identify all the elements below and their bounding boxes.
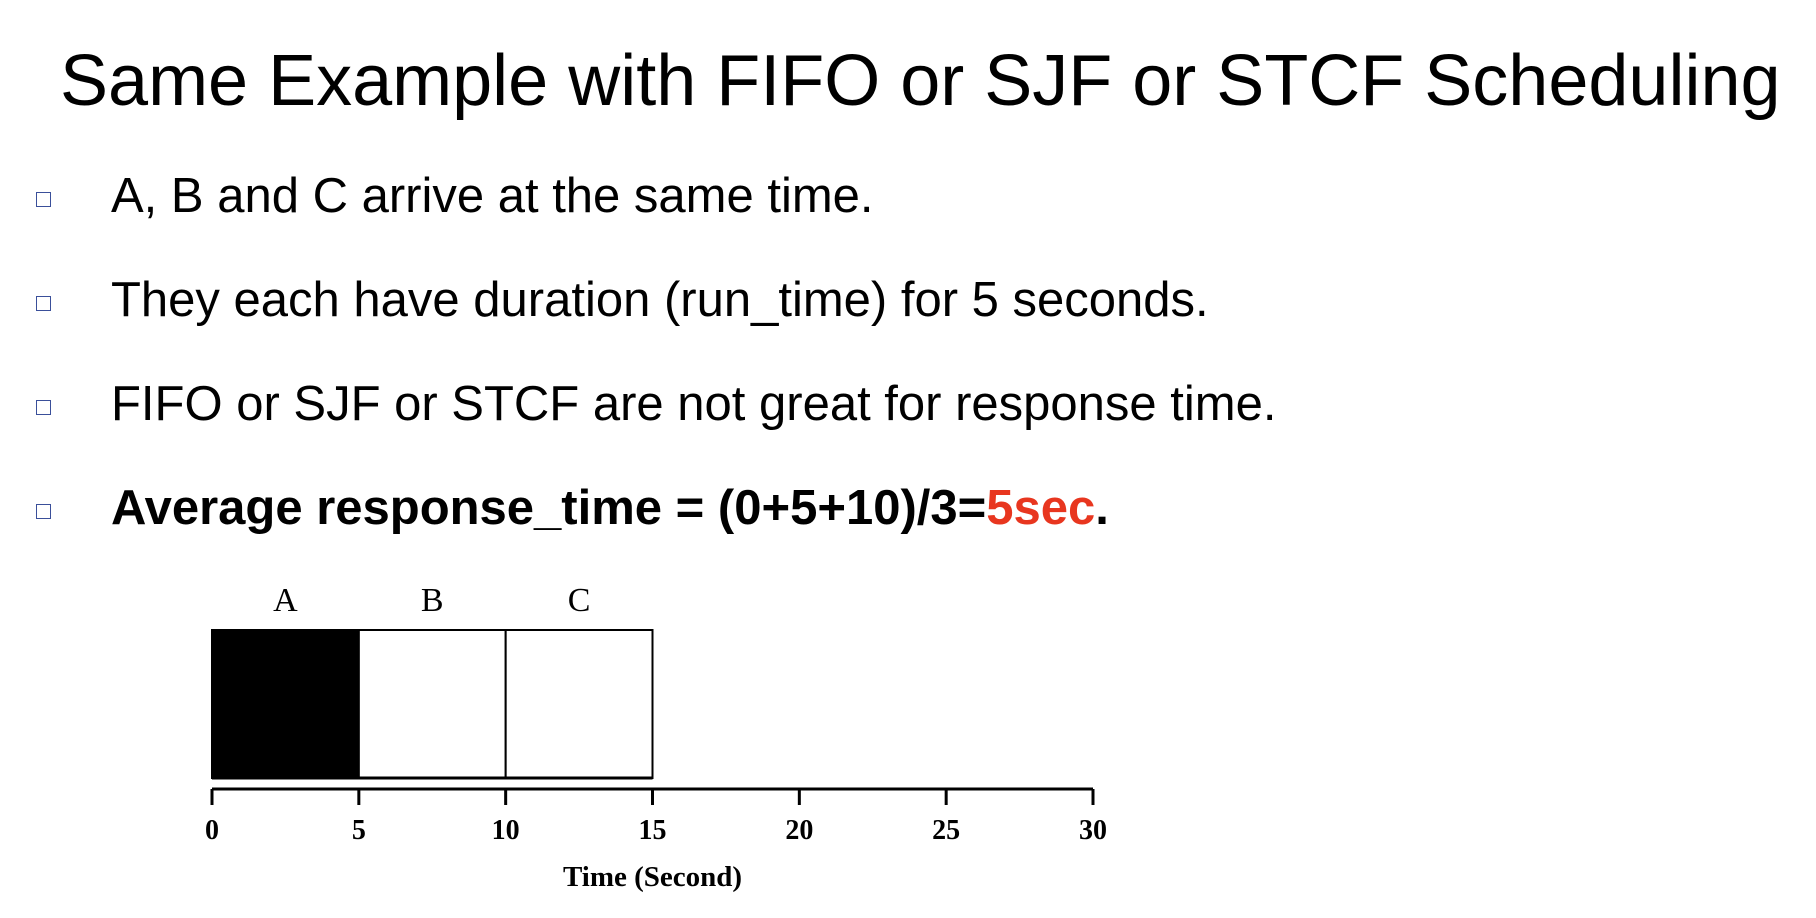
job-label-c: C [568, 582, 591, 619]
formula-period: . [1095, 481, 1109, 535]
slide-title: Same Example with FIFO or SJF or STCF Sc… [60, 41, 1781, 121]
axis-tick-label: 10 [492, 815, 520, 846]
axis-tick-label: 5 [352, 815, 366, 846]
job-bar-b [357, 629, 507, 779]
square-bullet-icon [36, 504, 51, 519]
square-bullet-icon [36, 192, 51, 207]
job-label-b: B [421, 582, 444, 619]
job-label-a: A [273, 582, 298, 619]
job-bar-a [211, 629, 360, 779]
square-bullet-icon [36, 296, 51, 311]
axis-tick-label: 25 [932, 815, 960, 846]
square-bullet-icon [36, 400, 51, 415]
average-response-formula: Average response_time = (0+5+10)/3=5sec. [111, 478, 1109, 538]
bullet-text: They each have duration (run_time) for 5… [111, 273, 1209, 327]
axis-tick-label: 20 [785, 815, 813, 846]
x-axis-title: Time (Second) [563, 861, 742, 893]
axis-tick-label: 15 [639, 815, 667, 846]
bullet-text: FIFO or SJF or STCF are not great for re… [111, 377, 1277, 431]
highlighted-result: 5sec [986, 481, 1096, 535]
formula-text: Average response_time = (0+5+10)/3= [111, 481, 987, 535]
bullet-text: A, B and C arrive at the same time. [111, 169, 874, 223]
job-bar-c [504, 629, 654, 779]
axis-tick-label: 0 [205, 815, 219, 846]
axis-tick-label: 30 [1079, 815, 1107, 846]
